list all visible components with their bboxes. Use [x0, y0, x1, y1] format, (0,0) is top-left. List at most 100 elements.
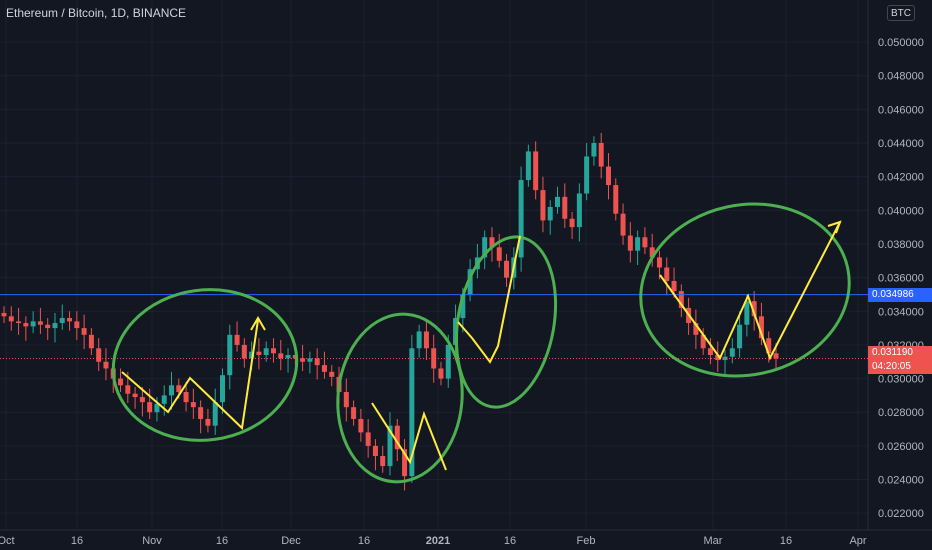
candle-body: [664, 267, 670, 281]
candle-body: [270, 348, 276, 354]
candle-body: [562, 196, 568, 219]
candle-body: [744, 301, 750, 325]
candle-body: [263, 348, 269, 356]
candle-body: [693, 323, 699, 335]
price-lines: [0, 294, 868, 360]
candle-body: [321, 365, 327, 372]
candle-body: [729, 348, 735, 357]
y-tick-label: 0.024000: [878, 475, 924, 487]
x-tick-label: Apr: [849, 535, 866, 547]
candle-body: [423, 331, 429, 349]
candle-body: [212, 402, 218, 426]
candle-body: [445, 344, 451, 379]
candle-body: [737, 324, 743, 349]
y-tick-label: 0.048000: [878, 71, 924, 83]
candle-body: [16, 321, 22, 324]
hline-price-tag: 0.034986: [868, 288, 932, 302]
x-tick-label: 2021: [426, 535, 450, 547]
y-tick-label: 0.038000: [878, 239, 924, 251]
candle-body: [766, 338, 772, 354]
candle-body: [387, 425, 393, 467]
candle-body: [358, 418, 364, 433]
candle-body: [8, 316, 14, 322]
candle-body: [190, 402, 196, 408]
currency-button[interactable]: BTC: [887, 5, 915, 21]
candle-body: [351, 407, 357, 419]
candle-body: [37, 321, 43, 325]
candle-body: [88, 334, 94, 349]
y-tick-label: 0.022000: [878, 508, 924, 520]
annotation-circle: [336, 312, 464, 484]
candle-body: [598, 143, 604, 167]
candle-body: [758, 316, 764, 339]
candle-body: [125, 385, 131, 394]
countdown-tag: 04:20:05: [868, 360, 932, 374]
y-tick-label: 0.042000: [878, 172, 924, 184]
candle-body: [576, 193, 582, 228]
x-tick-label: 16: [71, 535, 83, 547]
candle-body: [118, 378, 124, 386]
y-tick-label: 0.026000: [878, 441, 924, 453]
candle-body: [219, 375, 225, 403]
x-tick-label: Feb: [577, 535, 596, 547]
x-tick-label: 16: [780, 535, 792, 547]
candle-body: [300, 358, 306, 362]
y-tick-label: 0.040000: [878, 205, 924, 217]
x-tick-label: Mar: [704, 535, 723, 547]
candle-body: [365, 432, 371, 446]
candle-body: [605, 166, 611, 186]
candle-body: [139, 397, 145, 403]
y-tick-label: 0.050000: [878, 37, 924, 49]
candle-body: [482, 237, 488, 258]
candle-body: [198, 407, 204, 419]
candle-body: [147, 402, 153, 413]
candle-body: [496, 247, 502, 261]
candle-body: [751, 301, 757, 317]
candle-body: [402, 449, 408, 477]
candle-body: [700, 334, 706, 349]
annotations: [111, 202, 851, 484]
candle-body: [285, 355, 291, 359]
annotation-zigzag: [457, 235, 521, 364]
candle-body: [161, 395, 167, 404]
candle-body: [314, 358, 320, 366]
candle-body: [569, 218, 575, 228]
candle-body: [678, 291, 684, 308]
x-tick-label: Oct: [0, 535, 15, 547]
candle-body: [132, 393, 138, 398]
candle-body: [249, 351, 255, 359]
candle-body: [372, 445, 378, 456]
candle-body: [525, 151, 531, 181]
grid: [0, 0, 868, 530]
candle-body: [613, 185, 619, 214]
candle-body: [30, 321, 36, 327]
candle-body: [707, 348, 713, 356]
candle-body: [649, 247, 655, 258]
candle-body: [773, 353, 779, 359]
candle-body: [489, 237, 495, 248]
candle-body: [234, 334, 240, 345]
annotation-circle: [639, 202, 851, 378]
candles: [1, 132, 779, 491]
candle-body: [227, 334, 233, 376]
candle-body: [205, 418, 211, 426]
candle-body: [547, 206, 553, 221]
candle-body: [67, 318, 73, 322]
candle-body: [627, 235, 633, 251]
candle-body: [620, 213, 626, 236]
candle-body: [591, 143, 597, 157]
candle-body: [504, 260, 510, 278]
candle-body: [52, 323, 58, 329]
candle-body: [169, 385, 175, 396]
candle-body: [45, 324, 51, 329]
x-tick-label: 16: [504, 535, 516, 547]
candle-body: [74, 321, 80, 329]
annotation-arrowhead: [827, 220, 842, 234]
candle-body: [642, 237, 648, 248]
annotation-circle: [454, 235, 558, 409]
candle-body: [438, 368, 444, 379]
candle-body: [722, 356, 728, 361]
candle-body: [656, 257, 662, 268]
candle-body: [329, 371, 335, 377]
